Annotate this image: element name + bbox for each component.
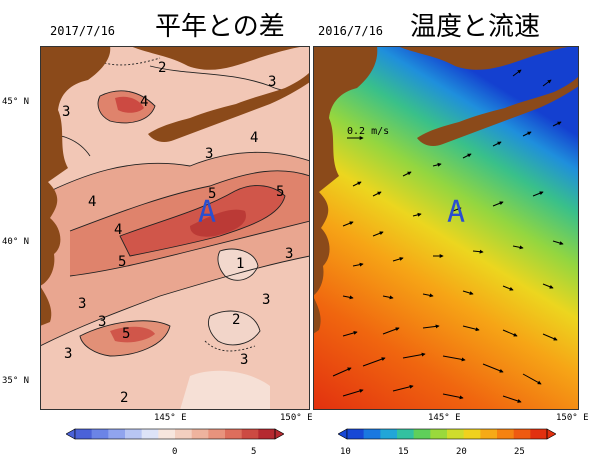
land-honshu-hokkaido <box>313 46 378 296</box>
vector-scale-label: 0.2 m/s <box>347 126 389 137</box>
anomaly-zone-6 <box>190 209 246 237</box>
contour-label: 3 <box>205 146 213 162</box>
contour-dashed <box>89 55 256 352</box>
colorbar-bin <box>208 429 226 439</box>
colorbar-bin <box>413 429 431 439</box>
contour-label: 3 <box>268 74 276 90</box>
colorbar-bin <box>530 429 548 439</box>
colorbar-tick-10: 10 <box>340 447 351 457</box>
anomaly-zone-low-south <box>180 370 270 410</box>
left-title: 平年との差 <box>155 12 285 42</box>
colorbar-bin <box>158 429 176 439</box>
contour-label: 5 <box>118 254 126 270</box>
contour-label: 1 <box>236 256 244 272</box>
lon-label-145-right: 145° E <box>428 413 461 423</box>
contour-label: 4 <box>88 194 96 210</box>
anomaly-zone-north-core <box>115 96 144 113</box>
right-date: 2016/7/16 <box>318 24 384 38</box>
lon-label-150-left: 150° E <box>280 413 313 423</box>
colorbar-arrow-high <box>546 428 556 440</box>
contour-label: 3 <box>64 346 72 362</box>
lon-label-145-left: 145° E <box>154 413 187 423</box>
contour-label-group: 2 3 4 3 3 4 5 5 4 4 5 3 3 1 3 3 5 2 3 3 … <box>62 60 293 406</box>
colorbar-bin <box>497 429 514 439</box>
colorbar-bin <box>447 429 464 439</box>
contour-label: 2 <box>120 390 128 406</box>
colorbar-tick-0: 0 <box>172 447 178 457</box>
colorbar-bin <box>363 429 381 439</box>
lat-label-35: 35° N <box>2 376 30 386</box>
contour-label: 3 <box>98 314 106 330</box>
land-sakhalin-south <box>130 46 310 70</box>
colorbar-bin <box>191 429 209 439</box>
colorbar-bin <box>241 429 259 439</box>
contour-label: 4 <box>140 94 148 110</box>
colorbar-bin <box>430 429 448 439</box>
marker-a-left: A <box>198 195 216 230</box>
land-kuril-islands <box>148 72 310 142</box>
colorbar-bin <box>141 429 159 439</box>
colorbar-bin <box>108 429 126 439</box>
contour-label: 3 <box>262 292 270 308</box>
right-title: 温度と流速 <box>410 12 541 42</box>
anomaly-colorbar <box>66 428 284 440</box>
colorbar-frame <box>74 428 276 440</box>
colorbar-tick-20: 20 <box>456 447 467 457</box>
colorbar-tick-15: 15 <box>398 447 409 457</box>
anomaly-zone-south-core <box>110 326 155 343</box>
temperature-map: 0.2 m/s A <box>313 46 579 410</box>
colorbar-bin <box>175 429 192 439</box>
contour-label: 3 <box>78 296 86 312</box>
colorbar-bin <box>91 429 109 439</box>
anomaly-colorbar-bins <box>66 428 284 440</box>
colorbar-bin <box>75 429 92 439</box>
lat-label-45: 45° N <box>2 97 30 107</box>
colorbar-arrow-high <box>274 428 284 440</box>
colorbar-bin <box>463 429 481 439</box>
contour-label: 5 <box>276 184 284 200</box>
contour-label: 4 <box>114 222 122 238</box>
temperature-colorbar <box>338 428 556 440</box>
colorbar-tick-25: 25 <box>514 447 525 457</box>
land-coast-south <box>40 286 52 326</box>
anomaly-map: 2 3 4 3 3 4 5 5 4 4 5 3 3 1 3 3 5 2 3 3 … <box>40 46 310 410</box>
left-date: 2017/7/16 <box>50 24 116 38</box>
temperature-map-frame <box>313 46 579 410</box>
colorbar-bin <box>225 429 242 439</box>
contour-label: 2 <box>232 312 240 328</box>
anomaly-zone-low <box>217 249 258 281</box>
contour-label: 5 <box>208 186 216 202</box>
land-coast-south <box>313 296 321 334</box>
temperature-colorbar-bins <box>338 428 556 440</box>
current-vectors <box>332 69 564 403</box>
colorbar-bin <box>258 429 276 439</box>
land-kuril-islands <box>417 76 579 146</box>
colorbar-arrow-low <box>338 428 348 440</box>
anomaly-zone-low-2 <box>208 311 260 345</box>
lon-label-150-right: 150° E <box>556 413 589 423</box>
colorbar-bin <box>480 429 498 439</box>
contour-label: 3 <box>285 246 293 262</box>
contour-lines <box>40 65 310 357</box>
colorbar-bin <box>380 429 398 439</box>
lat-label-40: 40° N <box>2 237 30 247</box>
contour-label: 3 <box>240 352 248 368</box>
colorbar-bin <box>347 429 364 439</box>
contour-label: 4 <box>250 130 258 146</box>
colorbar-arrow-low <box>66 428 76 440</box>
land-sakhalin-south <box>397 46 579 70</box>
colorbar-bin <box>125 429 142 439</box>
land-honshu-hokkaido <box>40 46 111 286</box>
contour-label: 3 <box>62 104 70 120</box>
colorbar-bin <box>397 429 414 439</box>
colorbar-tick-5: 5 <box>251 447 257 457</box>
contour-label: 2 <box>158 60 166 76</box>
anomaly-map-frame <box>40 46 310 410</box>
marker-a-right: A <box>447 195 465 230</box>
contour-label: 5 <box>122 326 130 342</box>
colorbar-frame <box>346 428 548 440</box>
colorbar-bin <box>513 429 531 439</box>
